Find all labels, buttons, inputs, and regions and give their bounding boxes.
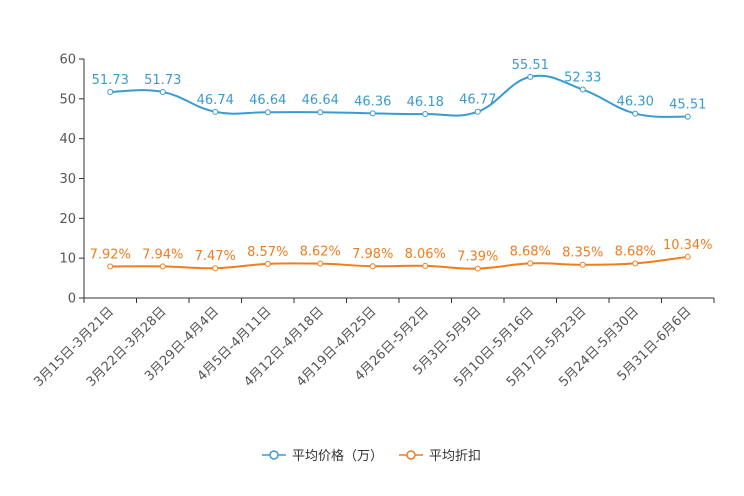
data-label: 55.51 [512, 58, 549, 73]
data-point [212, 265, 219, 272]
data-label: 46.74 [197, 93, 234, 108]
data-label: 8.68% [510, 244, 551, 259]
data-point [684, 113, 691, 120]
data-point [264, 260, 271, 267]
data-point [632, 110, 639, 117]
data-label: 46.18 [407, 95, 444, 110]
data-point [107, 88, 114, 95]
series-layer: 51.73 51.73 46.74 46.64 46.64 46.36 46.18 46.77… [90, 58, 713, 272]
y-tick-label: 20 [59, 212, 76, 227]
legend-marker [269, 450, 279, 460]
data-label: 46.64 [302, 93, 339, 108]
data-label: 46.36 [354, 94, 391, 109]
data-point [579, 86, 586, 93]
data-point [317, 109, 324, 116]
data-point [579, 261, 586, 268]
data-point [369, 110, 376, 117]
data-point [474, 265, 481, 272]
data-point [422, 262, 429, 269]
y-tick-label: 50 [59, 92, 76, 107]
data-label: 7.92% [90, 247, 131, 262]
data-label: 52.33 [564, 71, 601, 86]
data-point [107, 263, 114, 270]
data-label: 51.73 [92, 73, 129, 88]
y-tick-label: 10 [59, 252, 76, 267]
y-tick-label: 40 [59, 132, 76, 147]
series-line [110, 255, 688, 270]
y-tick-label: 0 [68, 292, 76, 307]
data-label: 8.68% [615, 244, 656, 259]
data-label: 46.30 [617, 95, 654, 110]
data-point [527, 73, 534, 80]
series-0: 51.73 51.73 46.74 46.64 46.64 46.36 46.18 46.77… [92, 58, 706, 120]
y-tick-label: 30 [59, 172, 76, 187]
data-point [212, 108, 219, 115]
data-point [159, 263, 166, 270]
data-point [159, 88, 166, 95]
data-point [527, 260, 534, 267]
data-label: 51.73 [144, 73, 181, 88]
data-label: 10.34% [663, 238, 713, 253]
data-label: 46.64 [249, 93, 286, 108]
data-point [317, 260, 324, 267]
data-label: 7.98% [352, 247, 393, 262]
data-point [684, 253, 691, 260]
data-label: 7.94% [142, 247, 183, 262]
legend-label: 平均价格（万） [292, 448, 383, 464]
series-1: 7.92% 7.94% 7.47% 8.57% 8.62% 7.98% 8.06% 7.39%… [90, 238, 713, 272]
data-point [422, 111, 429, 118]
legend-marker [406, 450, 416, 460]
data-label: 8.06% [405, 247, 446, 262]
data-label: 7.47% [195, 249, 236, 264]
data-label: 8.35% [562, 246, 603, 261]
data-point [264, 109, 271, 116]
legend: 平均价格（万） 平均折扣 [262, 448, 481, 464]
y-tick-label: 60 [59, 53, 76, 68]
legend-label: 平均折扣 [429, 449, 481, 464]
data-label: 45.51 [669, 98, 706, 113]
data-point [369, 263, 376, 270]
data-label: 7.39% [457, 250, 498, 265]
data-point [474, 108, 481, 115]
data-label: 46.77 [459, 93, 496, 108]
data-label: 8.57% [247, 245, 288, 260]
data-label: 8.62% [300, 245, 341, 260]
data-point [632, 260, 639, 267]
series-line [110, 74, 688, 118]
